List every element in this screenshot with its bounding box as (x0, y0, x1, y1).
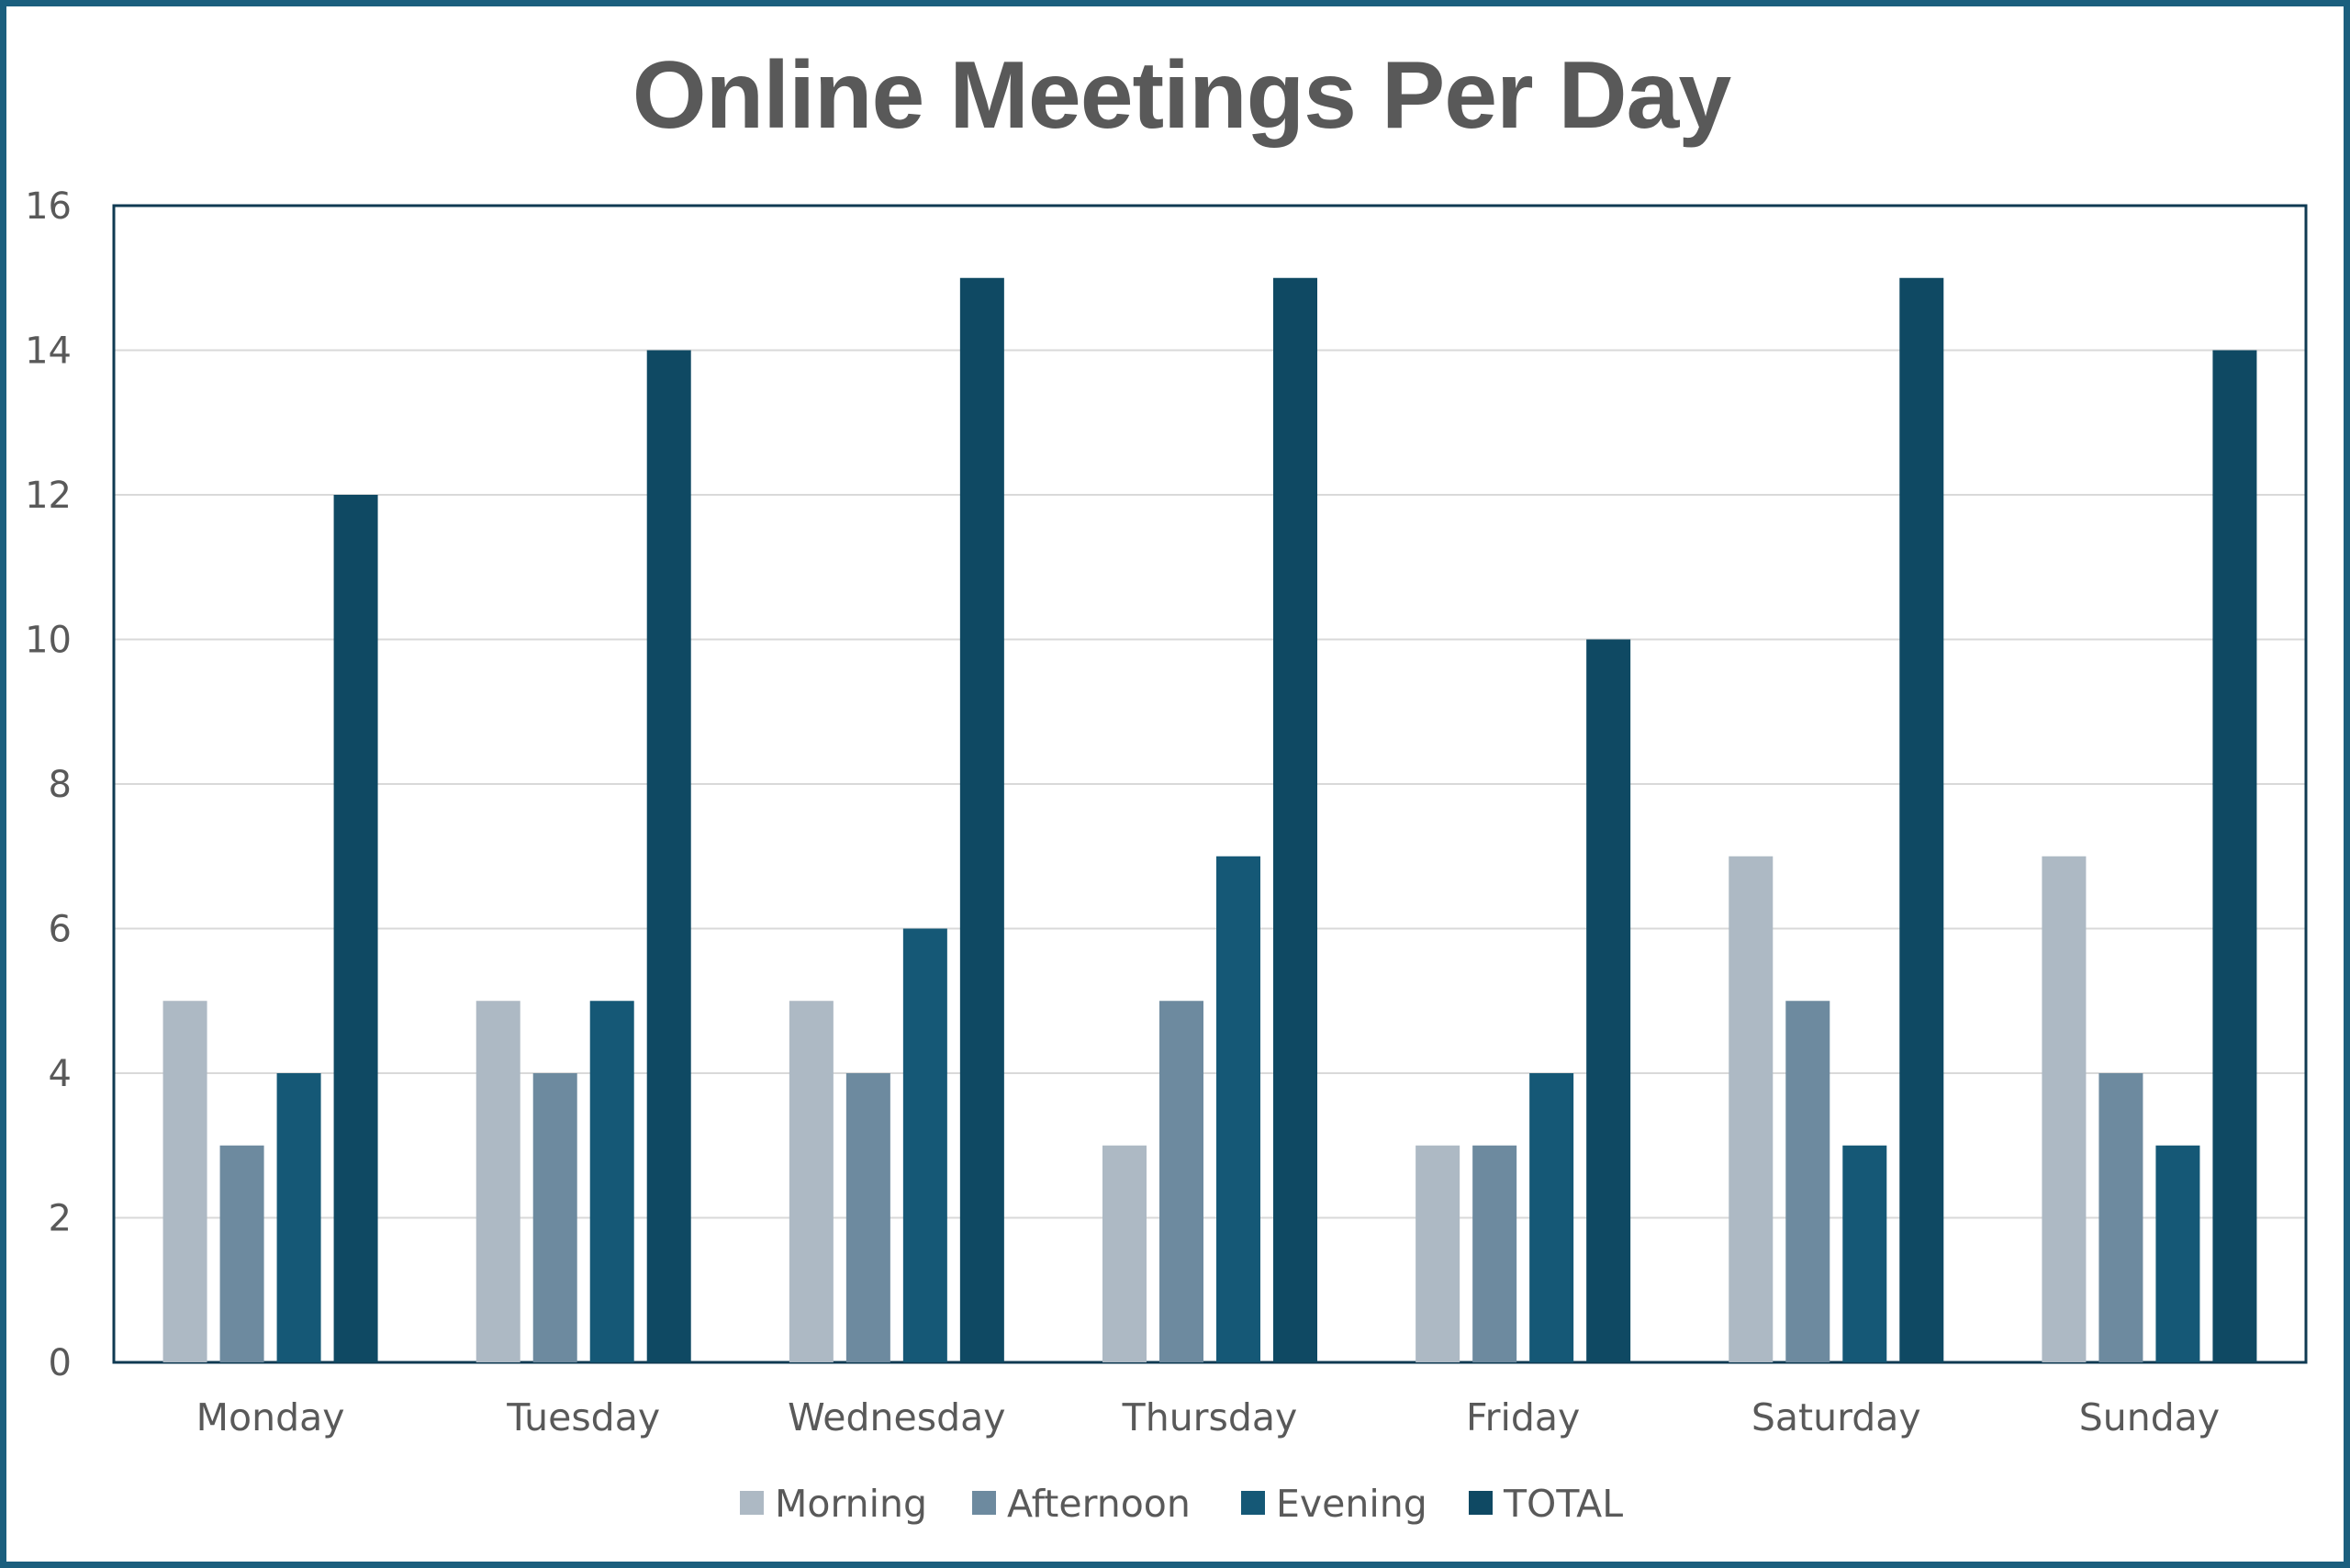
bar-saturday-total (1899, 277, 1944, 1362)
y-tick-label: 6 (49, 909, 72, 951)
bar-thursday-total (1273, 277, 1317, 1362)
y-tick-label: 12 (25, 475, 72, 517)
x-category-label: Friday (1466, 1395, 1580, 1439)
bar-wednesday-evening (902, 928, 947, 1362)
bar-monday-morning (162, 1001, 207, 1362)
x-category-label: Thursday (1122, 1395, 1298, 1439)
bar-tuesday-evening (589, 1001, 634, 1362)
bar-saturday-afternoon (1785, 1001, 1830, 1362)
gridlines (114, 349, 2306, 1364)
bar-tuesday-afternoon (532, 1073, 577, 1362)
x-category-label: Monday (196, 1395, 345, 1439)
x-axis-category-labels: Monday Tuesday Wednesday Thursday Friday Satu… (196, 1395, 2220, 1439)
y-tick-label: 2 (49, 1198, 72, 1240)
bar-sunday-afternoon (2098, 1073, 2143, 1362)
bar-friday-total (1586, 639, 1631, 1362)
bar-sunday-morning (2042, 856, 2087, 1362)
bar-saturday-morning (1729, 856, 1774, 1362)
y-tick-label: 14 (25, 330, 72, 373)
bars (162, 277, 2257, 1362)
bar-monday-evening (276, 1073, 321, 1362)
bar-thursday-evening (1216, 856, 1260, 1362)
x-category-label: Sunday (2079, 1395, 2220, 1439)
bar-tuesday-morning (476, 1001, 520, 1362)
bar-friday-afternoon (1472, 1145, 1517, 1362)
bar-thursday-morning (1102, 1145, 1147, 1362)
bar-wednesday-afternoon (845, 1073, 890, 1362)
legend-label-total: TOTAL (1503, 1482, 1623, 1526)
legend-swatch-total (1469, 1491, 1493, 1515)
legend-swatch-evening (1241, 1491, 1265, 1515)
y-tick-label: 16 (25, 185, 72, 228)
bar-monday-afternoon (219, 1145, 264, 1362)
bar-sunday-total (2212, 350, 2257, 1362)
bar-friday-evening (1529, 1073, 1574, 1362)
bar-monday-total (333, 495, 378, 1362)
legend: Morning Afternoon Evening TOTAL (740, 1482, 1623, 1526)
y-tick-label: 4 (49, 1053, 72, 1095)
legend-label-morning: Morning (775, 1482, 927, 1526)
bar-tuesday-total (646, 350, 691, 1362)
chart-title: Online Meetings Per Day (632, 42, 1731, 149)
legend-label-afternoon: Afternoon (1007, 1482, 1191, 1526)
y-tick-label: 0 (49, 1342, 72, 1384)
bar-thursday-afternoon (1159, 1001, 1203, 1362)
bar-wednesday-morning (789, 1001, 834, 1362)
x-category-label: Saturday (1751, 1395, 1921, 1439)
y-axis-tick-labels: 0 2 4 6 8 10 12 14 16 (25, 185, 72, 1384)
y-tick-label: 8 (49, 764, 72, 806)
x-category-label: Tuesday (506, 1395, 660, 1439)
x-category-label: Wednesday (788, 1395, 1005, 1439)
bar-sunday-evening (2155, 1145, 2200, 1362)
bar-saturday-evening (1842, 1145, 1887, 1362)
plot-area-border (112, 204, 2308, 1364)
legend-swatch-afternoon (972, 1491, 996, 1515)
legend-swatch-morning (740, 1491, 764, 1515)
legend-label-evening: Evening (1276, 1482, 1427, 1526)
y-tick-label: 10 (25, 620, 72, 662)
bar-friday-morning (1416, 1145, 1460, 1362)
bar-wednesday-total (959, 277, 1004, 1362)
